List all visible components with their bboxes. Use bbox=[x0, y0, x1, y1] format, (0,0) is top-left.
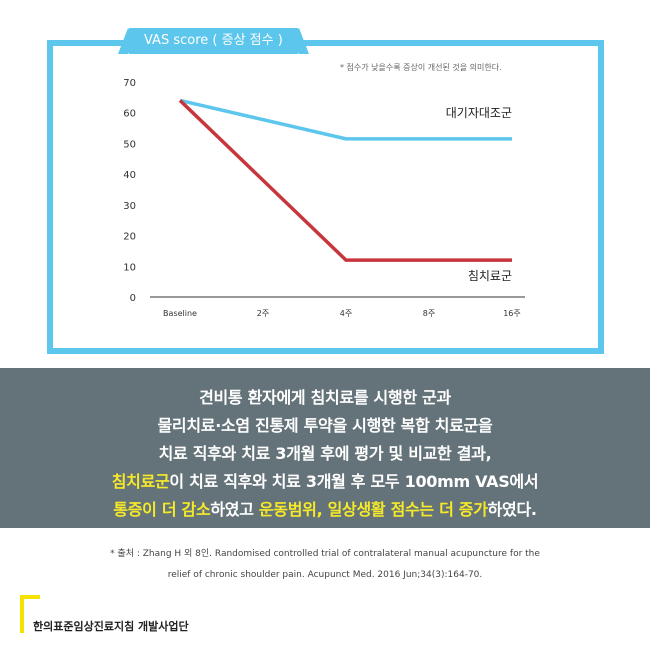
summary-line-3: 치료 직후와 치료 3개월 후에 평가 및 비교한 결과, bbox=[158, 444, 492, 463]
y-tick-label: 50 bbox=[123, 139, 136, 150]
series-label: 대기자대조군 bbox=[446, 106, 512, 120]
chart-frame bbox=[47, 40, 604, 354]
summary-banner: 견비통 환자에게 침치료를 시행한 군과 물리치료·소염 진통제 투약을 시행한… bbox=[0, 368, 650, 528]
summary-line-2: 물리치료·소염 진통제 투약을 시행한 복합 치료군을 bbox=[157, 416, 493, 435]
summary-highlight-group: 침치료군 bbox=[111, 472, 170, 491]
series-line-2 bbox=[178, 99, 512, 262]
summary-line-5-end: 하였다. bbox=[487, 500, 537, 519]
x-tick-label: Baseline bbox=[163, 309, 197, 318]
summary-line-4-text: 이 치료 직후와 치료 3개월 후 모두 100mm VAS에서 bbox=[169, 472, 539, 491]
y-tick-label: 60 bbox=[123, 109, 136, 120]
series-line-1 bbox=[179, 98, 512, 141]
y-tick-label: 0 bbox=[130, 293, 136, 304]
x-tick-label: 8주 bbox=[423, 309, 435, 318]
y-tick-label: 10 bbox=[123, 262, 136, 273]
citation-line-2: relief of chronic shoulder pain. Acupunc… bbox=[167, 570, 483, 580]
summary-line-1: 견비통 환자에게 침치료를 시행한 군과 bbox=[199, 388, 451, 407]
footer-bracket-mark bbox=[20, 595, 40, 633]
x-tick-label: 2주 bbox=[257, 309, 269, 318]
y-tick-label: 20 bbox=[123, 232, 136, 243]
x-tick-label: 4주 bbox=[340, 309, 352, 318]
summary-line-5: 통증이 더 감소하였고 운동범위, 일상생활 점수는 더 증가하였다. bbox=[0, 496, 650, 520]
citation-line-1: * 출처 : Zhang H 외 8인. Randomised controll… bbox=[110, 549, 540, 559]
summary-line-4: 침치료군이 치료 직후와 치료 3개월 후 모두 100mm VAS에서 bbox=[0, 468, 650, 492]
y-tick-label: 40 bbox=[123, 170, 136, 181]
x-tick-label: 16주 bbox=[503, 309, 521, 318]
summary-highlight-function: 운동범위, 일상생활 점수는 더 증가 bbox=[258, 500, 488, 519]
summary-highlight-pain: 통증이 더 감소 bbox=[113, 500, 211, 519]
footer-org-name: 한의표준임상진료지침 개발사업단 bbox=[33, 620, 189, 633]
line-chart: 70 60 50 40 30 20 10 0 Baseline 2주 4주 8주 16주 대기자대조군침치… bbox=[123, 78, 525, 318]
y-tick-label: 70 bbox=[123, 78, 136, 89]
y-tick-label: 30 bbox=[123, 201, 136, 212]
chart-title: VAS score ( 증상 점수 ) bbox=[118, 28, 309, 54]
summary-line-5-mid: 하였고 bbox=[210, 500, 259, 519]
series-label: 침치료군 bbox=[468, 269, 512, 283]
chart-note: * 점수가 낮을수록 증상이 개선된 것을 의미한다. bbox=[340, 63, 502, 72]
